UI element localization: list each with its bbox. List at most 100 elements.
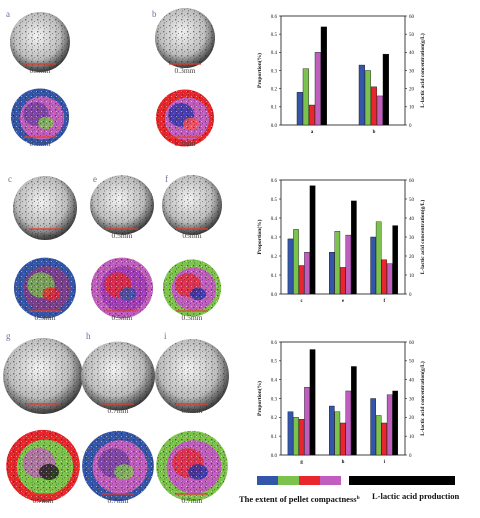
bar-b-lactic (382, 53, 389, 126)
y2-tick-label: 0 (409, 293, 412, 298)
scale-label-bottom-i: 0.7mm (181, 496, 202, 505)
y-tick-label: 0.2 (271, 416, 278, 421)
y2-tick-label: 20 (409, 87, 415, 92)
ct-texture-b (155, 8, 215, 68)
bar-b-s1 (358, 64, 365, 126)
y2-tick-label: 20 (409, 416, 415, 421)
category-label-g: g (300, 460, 303, 465)
specimen-letter-h: h (86, 331, 91, 341)
bar-g-lactic (309, 349, 316, 456)
y2-tick-label: 50 (409, 198, 415, 203)
bar-h-lactic (351, 366, 357, 456)
bar-e-s3 (340, 267, 346, 295)
y-axis-label: Proportion(%) (256, 219, 263, 254)
y2-tick-label: 30 (409, 397, 415, 402)
y2-tick-label: 30 (409, 69, 415, 74)
scale-label-top-h: 0.7mm (107, 406, 128, 415)
chart-2: 0.0 0.1 0.2 0.3 0.4 0.5 0.6 0 10 20 30 40 50 60 Propor… (256, 179, 426, 304)
y2-tick-label: 40 (409, 217, 415, 222)
bar-g-s4 (304, 387, 310, 456)
y-tick-label: 0.2 (271, 255, 278, 260)
bar-e-lactic (351, 200, 357, 295)
y-tick-label: 0.3 (271, 236, 278, 241)
charts: 0.0 0.1 0.2 0.3 0.4 0.5 0.6 0 10 20 30 40 50 60 Propor… (256, 15, 426, 465)
scale-label-bottom-a: 0.3mm (29, 139, 50, 148)
category-label-c: c (301, 299, 304, 304)
y-tick-label: 0.6 (271, 341, 278, 346)
scale-label-top-e: 0.5mm (111, 231, 132, 240)
legend-suffix: b (357, 495, 360, 501)
y-tick-label: 0.5 (271, 198, 278, 203)
specimen-c: c 0.5mm 0.5mm (8, 174, 77, 322)
y2-tick-label: 0 (409, 454, 412, 459)
y2-tick-label: 10 (409, 435, 415, 440)
y-tick-label: 0.4 (271, 378, 278, 383)
y2-tick-label: 40 (409, 51, 415, 56)
bar-h-s3 (340, 422, 346, 456)
y2-tick-label: 30 (409, 236, 415, 241)
legend-swatch-4 (320, 476, 341, 485)
scale-label-bottom-e: 0.5mm (111, 313, 132, 322)
bar-h-s1 (329, 405, 335, 456)
specimen-letter-b: b (152, 9, 157, 19)
ct-texture-i (155, 339, 229, 413)
y2-tick-label: 50 (409, 360, 415, 365)
ct-texture-a (10, 12, 70, 72)
bar-h-s2 (334, 411, 341, 456)
bar-f-s3 (381, 259, 387, 295)
bar-c-s4 (304, 251, 310, 295)
y2-tick-label: 20 (409, 255, 415, 260)
category-label-a: a (311, 130, 314, 135)
specimen-i: i 0.7mm 0.7mm (155, 331, 229, 505)
y-tick-label: 0.3 (271, 397, 278, 402)
bar-f-lactic (392, 225, 399, 295)
legend-label-compactness: The extent of pellet compactnessb (239, 494, 360, 504)
ct-texture-g (3, 338, 83, 414)
y2-tick-label: 10 (409, 106, 415, 111)
category-label-e: e (342, 299, 345, 304)
category-label-f: f (383, 299, 385, 304)
y-tick-label: 0.1 (271, 435, 278, 440)
scale-label-bottom-h: 0.7mm (107, 496, 128, 505)
specimen-h: h 0.7mm 0.7mm (81, 331, 155, 505)
y2-axis-label: L-lactic acid concentration(g/L) (419, 200, 426, 275)
y-tick-label: 0.6 (271, 179, 278, 184)
segmentation-image-c (13, 257, 77, 319)
y-tick-label: 0.4 (271, 51, 278, 56)
category-label-b: b (373, 130, 376, 135)
scale-label-top-i: 0.7mm (181, 406, 202, 415)
bar-i-s2 (375, 415, 382, 456)
category-label-h: h (342, 460, 345, 465)
specimen-letter-i: i (164, 331, 167, 341)
y2-axis-label: L-lactic acid concentration(g/L) (419, 361, 426, 436)
specimen-g: g 0.7mm 0.7mm (3, 331, 83, 505)
bar-i-lactic (392, 390, 399, 456)
y-tick-label: 0.5 (271, 360, 278, 365)
ct-texture-e (90, 175, 154, 235)
bar-g-s1 (287, 411, 294, 456)
y2-tick-label: 0 (409, 124, 412, 129)
y2-tick-label: 10 (409, 274, 415, 279)
bar-g-s2 (293, 417, 299, 456)
legend-label-lactic: L-lactic acid production (372, 491, 459, 501)
y-tick-label: 0.1 (271, 274, 278, 279)
specimen-e: e 0.5mm 0.5mm (90, 174, 154, 322)
bar-b-s3 (370, 86, 377, 126)
bar-c-lactic (309, 185, 316, 295)
ct-texture-f (162, 175, 222, 235)
segmentation-image-f (162, 259, 222, 317)
segmentation-image-e (90, 257, 154, 319)
chart-3: 0.0 0.1 0.2 0.3 0.4 0.5 0.6 0 10 20 30 40 50 60 Propor… (256, 341, 426, 465)
y-tick-label: 0.6 (271, 15, 278, 20)
bar-i-s3 (381, 422, 387, 456)
legend-swatch-3 (299, 476, 320, 485)
scale-label-top-b: 0.3mm (174, 66, 195, 75)
scale-label-bottom-f: 0.5mm (181, 313, 202, 322)
ct-texture-c (13, 176, 77, 240)
segmentation-image-i (156, 430, 228, 502)
bar-c-s3 (298, 265, 305, 295)
specimen-grid: a 0.3mm 0.3mm b 0.3mm 0.3mm c 0.5mm 0.5mm e 0.5mm 0… (3, 8, 229, 505)
bar-i-s4 (386, 394, 393, 456)
bar-f-s4 (386, 263, 393, 295)
